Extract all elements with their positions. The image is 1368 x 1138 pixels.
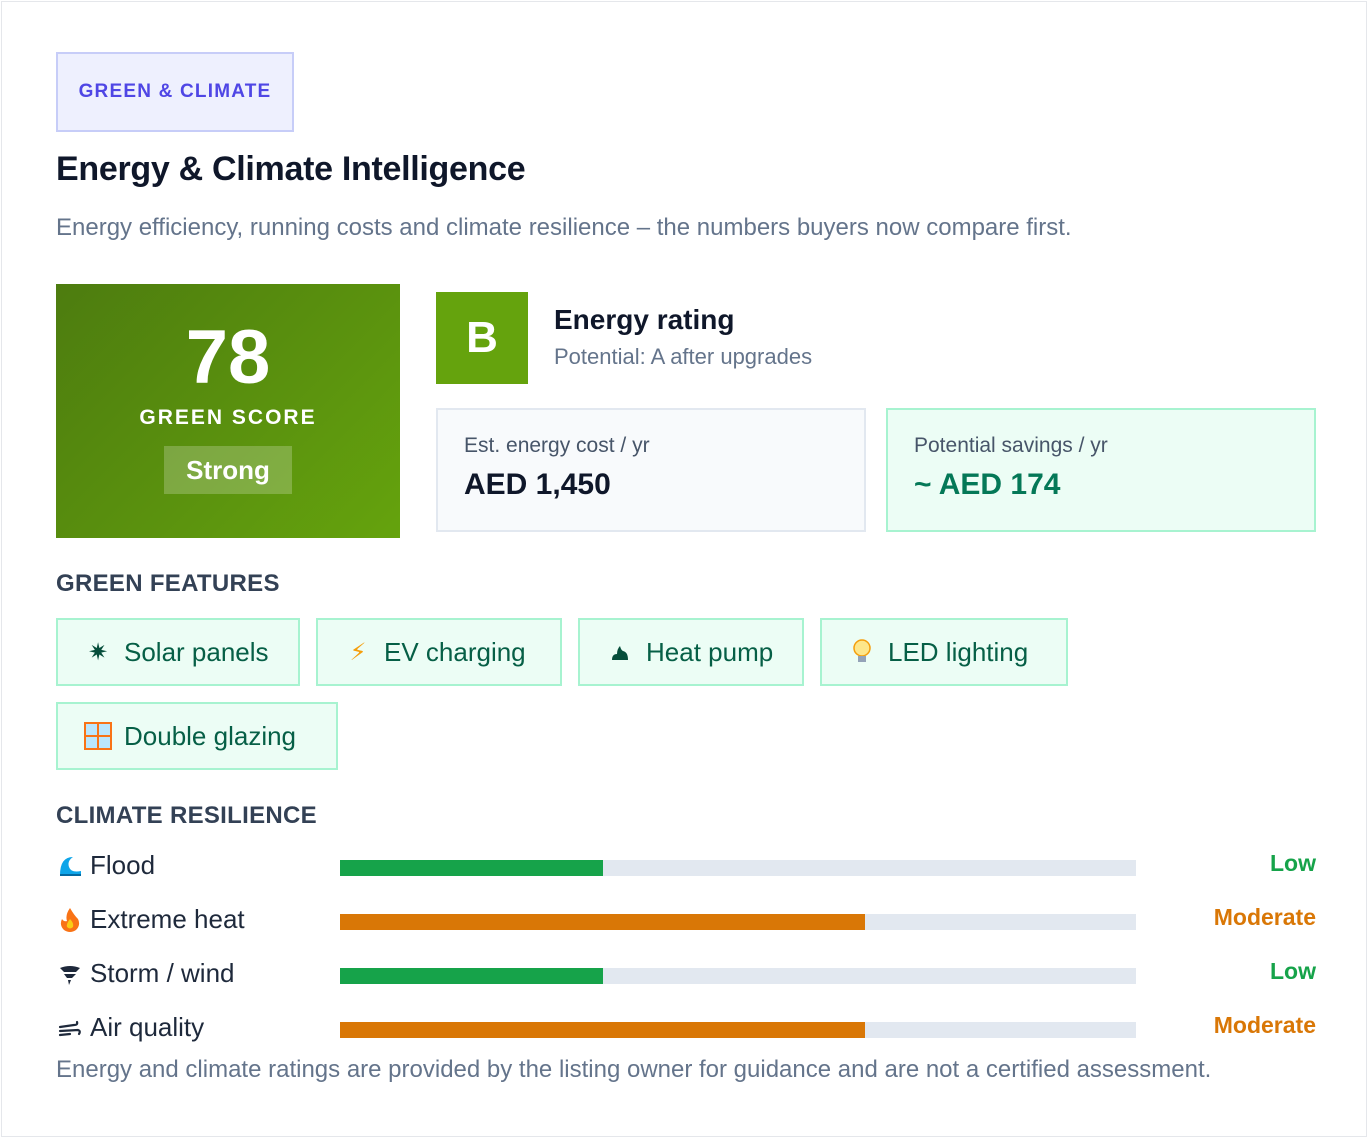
feature-label: Solar panels bbox=[124, 636, 269, 667]
feature-label: LED lighting bbox=[888, 636, 1029, 667]
energy-rating-title: Energy rating bbox=[554, 304, 735, 335]
resilience-track bbox=[340, 1022, 1136, 1038]
wave-icon bbox=[56, 853, 84, 879]
resilience-row-storm: Storm / wind Low bbox=[56, 956, 1316, 996]
window-icon bbox=[84, 722, 112, 750]
section-eyebrow-badge: GREEN & CLIMATE bbox=[56, 52, 294, 132]
resilience-bar-fill bbox=[340, 860, 603, 876]
energy-cost-stat: Est. energy cost / yr AED 1,450 bbox=[436, 408, 866, 532]
feature-chip-ev: ⚡ EV charging bbox=[316, 618, 562, 686]
resilience-row-flood: Flood Low bbox=[56, 848, 1316, 888]
lightbulb-icon bbox=[848, 638, 876, 666]
resilience-track bbox=[340, 968, 1136, 984]
sun-icon: ✷ bbox=[87, 638, 109, 666]
energy-rating-potential: Potential: A after upgrades bbox=[554, 344, 813, 369]
feature-label: Double glazing bbox=[124, 720, 297, 751]
resilience-level: Low bbox=[1270, 958, 1316, 984]
feature-chip-heat-pump: Heat pump bbox=[578, 618, 804, 686]
savings-label: Potential savings / yr bbox=[914, 434, 1108, 457]
green-features-heading: GREEN FEATURES bbox=[56, 570, 280, 597]
green-score-tile: 78 GREEN SCORE Strong bbox=[56, 284, 400, 538]
energy-cost-label: Est. energy cost / yr bbox=[464, 434, 650, 457]
green-score-chip: Strong bbox=[164, 446, 292, 494]
lightning-icon: ⚡ bbox=[349, 638, 367, 666]
resilience-level: Low bbox=[1270, 850, 1316, 876]
section-title: Energy & Climate Intelligence bbox=[56, 150, 526, 188]
section-subtitle: Energy efficiency, running costs and cli… bbox=[56, 214, 1072, 241]
tornado-icon bbox=[56, 962, 84, 986]
feature-label: EV charging bbox=[384, 636, 526, 667]
resilience-level: Moderate bbox=[1213, 1012, 1316, 1038]
resilience-label-text: Flood bbox=[90, 850, 156, 880]
resilience-level: Moderate bbox=[1213, 904, 1316, 930]
savings-value: ~ AED 174 bbox=[914, 468, 1061, 501]
resilience-label: Extreme heat bbox=[56, 904, 245, 935]
savings-stat: Potential savings / yr ~ AED 174 bbox=[886, 408, 1316, 532]
green-score-label: GREEN SCORE bbox=[139, 406, 317, 429]
resilience-bar-fill bbox=[340, 1022, 866, 1038]
feature-chip-solar: ✷ Solar panels bbox=[56, 618, 300, 686]
resilience-bar-fill bbox=[340, 914, 866, 930]
disclaimer-footnote: Energy and climate ratings are provided … bbox=[56, 1056, 1212, 1083]
heat-pump-icon bbox=[606, 640, 634, 664]
resilience-bar-fill bbox=[340, 968, 603, 984]
resilience-track bbox=[340, 914, 1136, 930]
resilience-row-air: Air quality Moderate bbox=[56, 1010, 1316, 1050]
resilience-label-text: Storm / wind bbox=[90, 958, 235, 988]
resilience-track bbox=[340, 860, 1136, 876]
resilience-label: Flood bbox=[56, 850, 155, 881]
feature-chip-led: LED lighting bbox=[820, 618, 1068, 686]
climate-resilience-heading: CLIMATE RESILIENCE bbox=[56, 802, 317, 829]
resilience-label-text: Extreme heat bbox=[90, 904, 245, 934]
green-score-value: 78 bbox=[185, 315, 271, 400]
feature-label: Heat pump bbox=[646, 636, 774, 667]
energy-cost-value: AED 1,450 bbox=[464, 468, 611, 501]
fire-icon bbox=[56, 907, 84, 933]
energy-grade-badge: B bbox=[436, 292, 528, 384]
wind-icon bbox=[56, 1016, 84, 1040]
resilience-label: Air quality bbox=[56, 1012, 204, 1043]
resilience-label: Storm / wind bbox=[56, 958, 235, 989]
resilience-row-heat: Extreme heat Moderate bbox=[56, 902, 1316, 942]
feature-chip-glazing: Double glazing bbox=[56, 702, 338, 770]
resilience-label-text: Air quality bbox=[90, 1012, 205, 1042]
